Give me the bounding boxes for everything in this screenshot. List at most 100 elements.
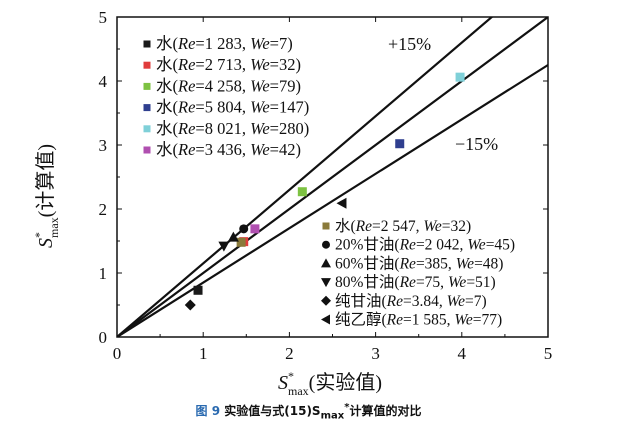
legend-text-part: =2 547, xyxy=(372,218,423,235)
legend-item: 80%甘油(Re=75, We=51) xyxy=(321,273,496,291)
x-tick-label: 2 xyxy=(285,344,294,363)
x-tick-label: 4 xyxy=(458,344,467,363)
legend-label: 水(Re=2 713, We=32) xyxy=(156,55,301,74)
legend-text-part: =3.84, xyxy=(403,293,447,310)
legend-label: 水(Re=5 804, We=147) xyxy=(156,98,309,117)
legend-label: 20%甘油(Re=2 042, We=45) xyxy=(335,236,515,254)
data-point-square xyxy=(236,237,246,247)
legend-text-part: =32) xyxy=(270,55,301,74)
data-point-square xyxy=(193,285,203,295)
legend-text-part: =2 713, xyxy=(195,55,250,74)
y-tick-label: 3 xyxy=(99,136,108,155)
legend-text-part: 水( xyxy=(156,55,178,74)
legend-item: 20%甘油(Re=2 042, We=45) xyxy=(322,236,515,254)
legend-item: 水(Re=2 547, We=32) xyxy=(322,217,471,235)
y-axis-label-part: max xyxy=(47,217,61,238)
legend-text-part: We xyxy=(448,274,466,291)
legend-text-part: We xyxy=(250,98,270,117)
legend-text-part: =5 804, xyxy=(195,98,250,117)
y-tick-label: 5 xyxy=(99,8,108,27)
legend-text-part: 纯甘油( xyxy=(335,292,387,310)
caption-text-a: 实验值与式(15)S xyxy=(224,404,321,418)
legend-marker xyxy=(321,278,331,288)
x-axis-label: S* max(实验值) xyxy=(278,369,382,398)
minus15-label: −15% xyxy=(455,134,498,154)
legend-label: 80%甘油(Re=75, We=51) xyxy=(335,273,496,291)
legend-label: 水(Re=3 436, We=42) xyxy=(156,140,301,159)
legend-item: 水(Re=2 713, We=32) xyxy=(143,55,301,74)
legend-text-part: 20%甘油( xyxy=(335,236,400,254)
reference-line xyxy=(117,17,494,337)
legend-text-part: =42) xyxy=(270,140,301,159)
y-axis-label-part: S xyxy=(35,238,57,248)
legend-text-part: 水( xyxy=(156,119,178,138)
data-point-square xyxy=(250,224,260,234)
legend-text-part: Re xyxy=(177,119,195,138)
legend-text-part: 纯乙醇( xyxy=(335,311,387,329)
reference-line xyxy=(117,64,548,337)
x-axis-label-part: max xyxy=(288,384,309,398)
legend-text-part: =7) xyxy=(270,34,293,53)
legend-marker xyxy=(322,222,330,230)
legend-text-part: =147) xyxy=(270,98,310,117)
data-point-square xyxy=(395,139,405,149)
legend-text-part: We xyxy=(250,76,270,95)
y-tick-label: 1 xyxy=(99,264,108,283)
legend-marker xyxy=(143,146,151,154)
legend-item: 水(Re=3 436, We=42) xyxy=(143,140,301,159)
x-axis-label-part: * xyxy=(288,369,294,383)
legend-text-part: We xyxy=(250,55,270,74)
legend-text-part: Re xyxy=(399,255,416,272)
y-tick-label: 0 xyxy=(99,328,108,347)
legend-text-part: Re xyxy=(177,140,195,159)
legend-text-part: =1 283, xyxy=(195,34,250,53)
legend-text-part: 水( xyxy=(156,98,178,117)
data-point-triangle-down xyxy=(218,241,230,252)
legend-text-part: Re xyxy=(177,76,195,95)
legend-marker xyxy=(321,295,331,306)
legend-text-part: =79) xyxy=(270,76,301,95)
data-point-triangle-left xyxy=(336,197,347,209)
legend-item: 纯甘油(Re=3.84, We=7) xyxy=(321,292,487,310)
x-tick-label: 5 xyxy=(544,344,553,363)
legend-text-part: We xyxy=(456,255,474,272)
legend-text-part: Re xyxy=(386,293,403,310)
legend-marker xyxy=(143,104,151,112)
legend-text-part: Re xyxy=(386,312,403,329)
y-tick-label: 4 xyxy=(99,72,108,91)
caption-text-b: 计算值的对比 xyxy=(349,404,422,418)
legend-marker xyxy=(143,125,151,133)
legend-text-part: =77) xyxy=(473,312,502,329)
legend-text-part: Re xyxy=(177,98,195,117)
legend-text-part: =3 436, xyxy=(195,140,250,159)
legend-text-part: We xyxy=(250,140,270,159)
legend-marker xyxy=(322,240,330,249)
legend-text-part: 水( xyxy=(335,217,356,235)
figure-caption: 图 9 实验值与式(15)Smax*计算值的对比 xyxy=(0,402,617,421)
legend-item: 水(Re=1 283, We=7) xyxy=(143,34,293,53)
y-axis-label-part: * xyxy=(32,232,46,238)
data-point-square xyxy=(455,72,465,82)
x-axis-label-part: S xyxy=(278,372,288,394)
legend-text-part: =4 258, xyxy=(195,76,250,95)
legend-label: 纯乙醇(Re=1 585, We=77) xyxy=(335,311,502,329)
x-axis-label-part: (实验值) xyxy=(309,371,382,394)
legend-text-part: 水( xyxy=(156,76,178,95)
legend-text-part: =280) xyxy=(270,119,310,138)
legend-item: 水(Re=4 258, We=79) xyxy=(143,76,301,95)
legend-text-part: We xyxy=(250,34,270,53)
y-axis-label-part: (计算值) xyxy=(34,144,57,217)
x-tick-label: 0 xyxy=(113,344,122,363)
caption-sub: max xyxy=(320,410,345,422)
legend-text-part: We xyxy=(447,293,465,310)
legend-text-part: =32) xyxy=(442,218,471,235)
legend-text-part: =51) xyxy=(466,274,495,291)
plus15-label: +15% xyxy=(388,34,431,54)
legend-marker xyxy=(321,258,331,268)
x-tick-label: 1 xyxy=(199,344,208,363)
data-point-square xyxy=(297,187,307,197)
legend-text-part: =45) xyxy=(486,237,515,254)
data-point-diamond xyxy=(184,299,196,311)
legend-text-part: 60%甘油( xyxy=(335,254,400,272)
